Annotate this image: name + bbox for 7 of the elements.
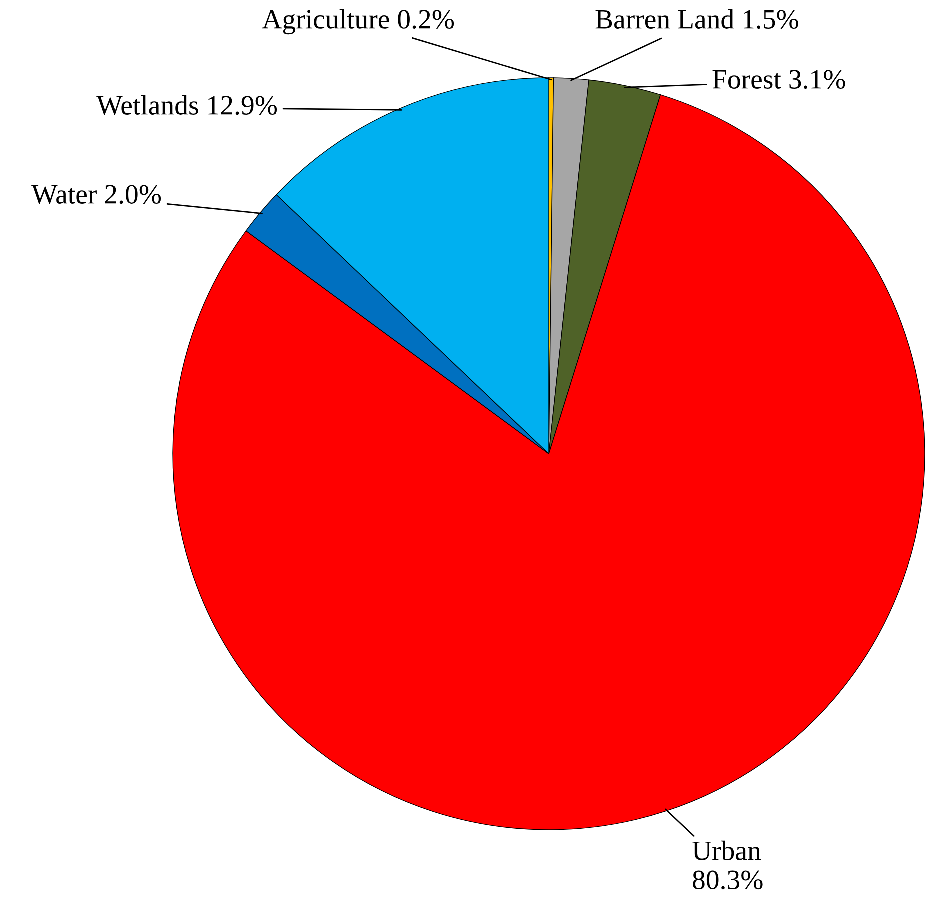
slice-label: Wetlands 12.9% [96, 95, 278, 116]
slice-label: Agriculture 0.2% [262, 9, 454, 35]
slice-label: Urban [692, 840, 761, 860]
slice-label: Forest 3.1% [712, 70, 846, 90]
slice-label: Water 2.0% [32, 185, 162, 204]
slice-label: Barren Land 1.5% [596, 9, 798, 30]
data-label: 80.3% [693, 870, 763, 890]
